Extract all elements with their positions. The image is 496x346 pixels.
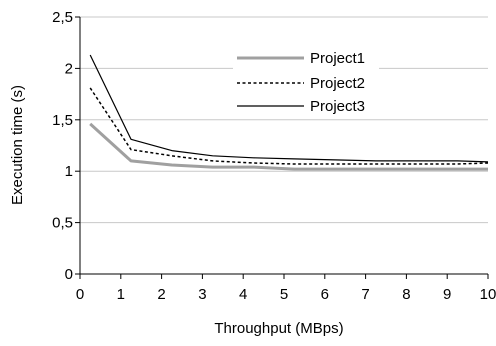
x-tick-label-10: 10 (480, 286, 496, 303)
x-tick-label-2: 2 (157, 286, 165, 303)
x-tick-label-8: 8 (402, 286, 410, 303)
x-tick-label-9: 9 (443, 286, 451, 303)
legend-bg-2 (233, 95, 379, 117)
legend-label-project1: Project1 (310, 50, 365, 67)
legend-bg-0 (233, 47, 379, 69)
x-tick-label-0: 0 (76, 286, 84, 303)
y-axis-title: Execution time (s) (9, 85, 26, 205)
y-tick-label-0: 0 (65, 266, 73, 283)
legend-label-project3: Project3 (310, 98, 365, 115)
y-tick-label-1: 0,5 (52, 215, 73, 232)
y-tick-label-3: 1,5 (52, 112, 73, 129)
series-line-project3 (89, 54, 489, 163)
x-axis-title: Throughput (MBps) (214, 320, 343, 337)
legend-label-project2: Project2 (310, 75, 365, 92)
x-tick-label-7: 7 (361, 286, 369, 303)
gridlines (80, 16, 488, 224)
series-line-project1 (89, 122, 488, 171)
legend: Project1 Project2 Project3 (233, 47, 379, 117)
legend-bg-1 (233, 72, 379, 94)
y-tick-label-5: 2,5 (52, 9, 73, 26)
x-tick-label-3: 3 (198, 286, 206, 303)
tick-labels: 0 0,5 1 1,5 2 2,5 0 1 2 3 4 5 6 7 8 9 10 (52, 9, 496, 303)
series-lines (89, 54, 489, 171)
x-tick-label-5: 5 (280, 286, 288, 303)
y-tick-label-2: 1 (65, 163, 73, 180)
y-tick-label-4: 2 (65, 60, 73, 77)
axes (75, 16, 489, 279)
x-tick-label-4: 4 (239, 286, 247, 303)
series-line-project2 (89, 87, 489, 165)
x-tick-label-1: 1 (117, 286, 125, 303)
x-tick-label-6: 6 (321, 286, 329, 303)
